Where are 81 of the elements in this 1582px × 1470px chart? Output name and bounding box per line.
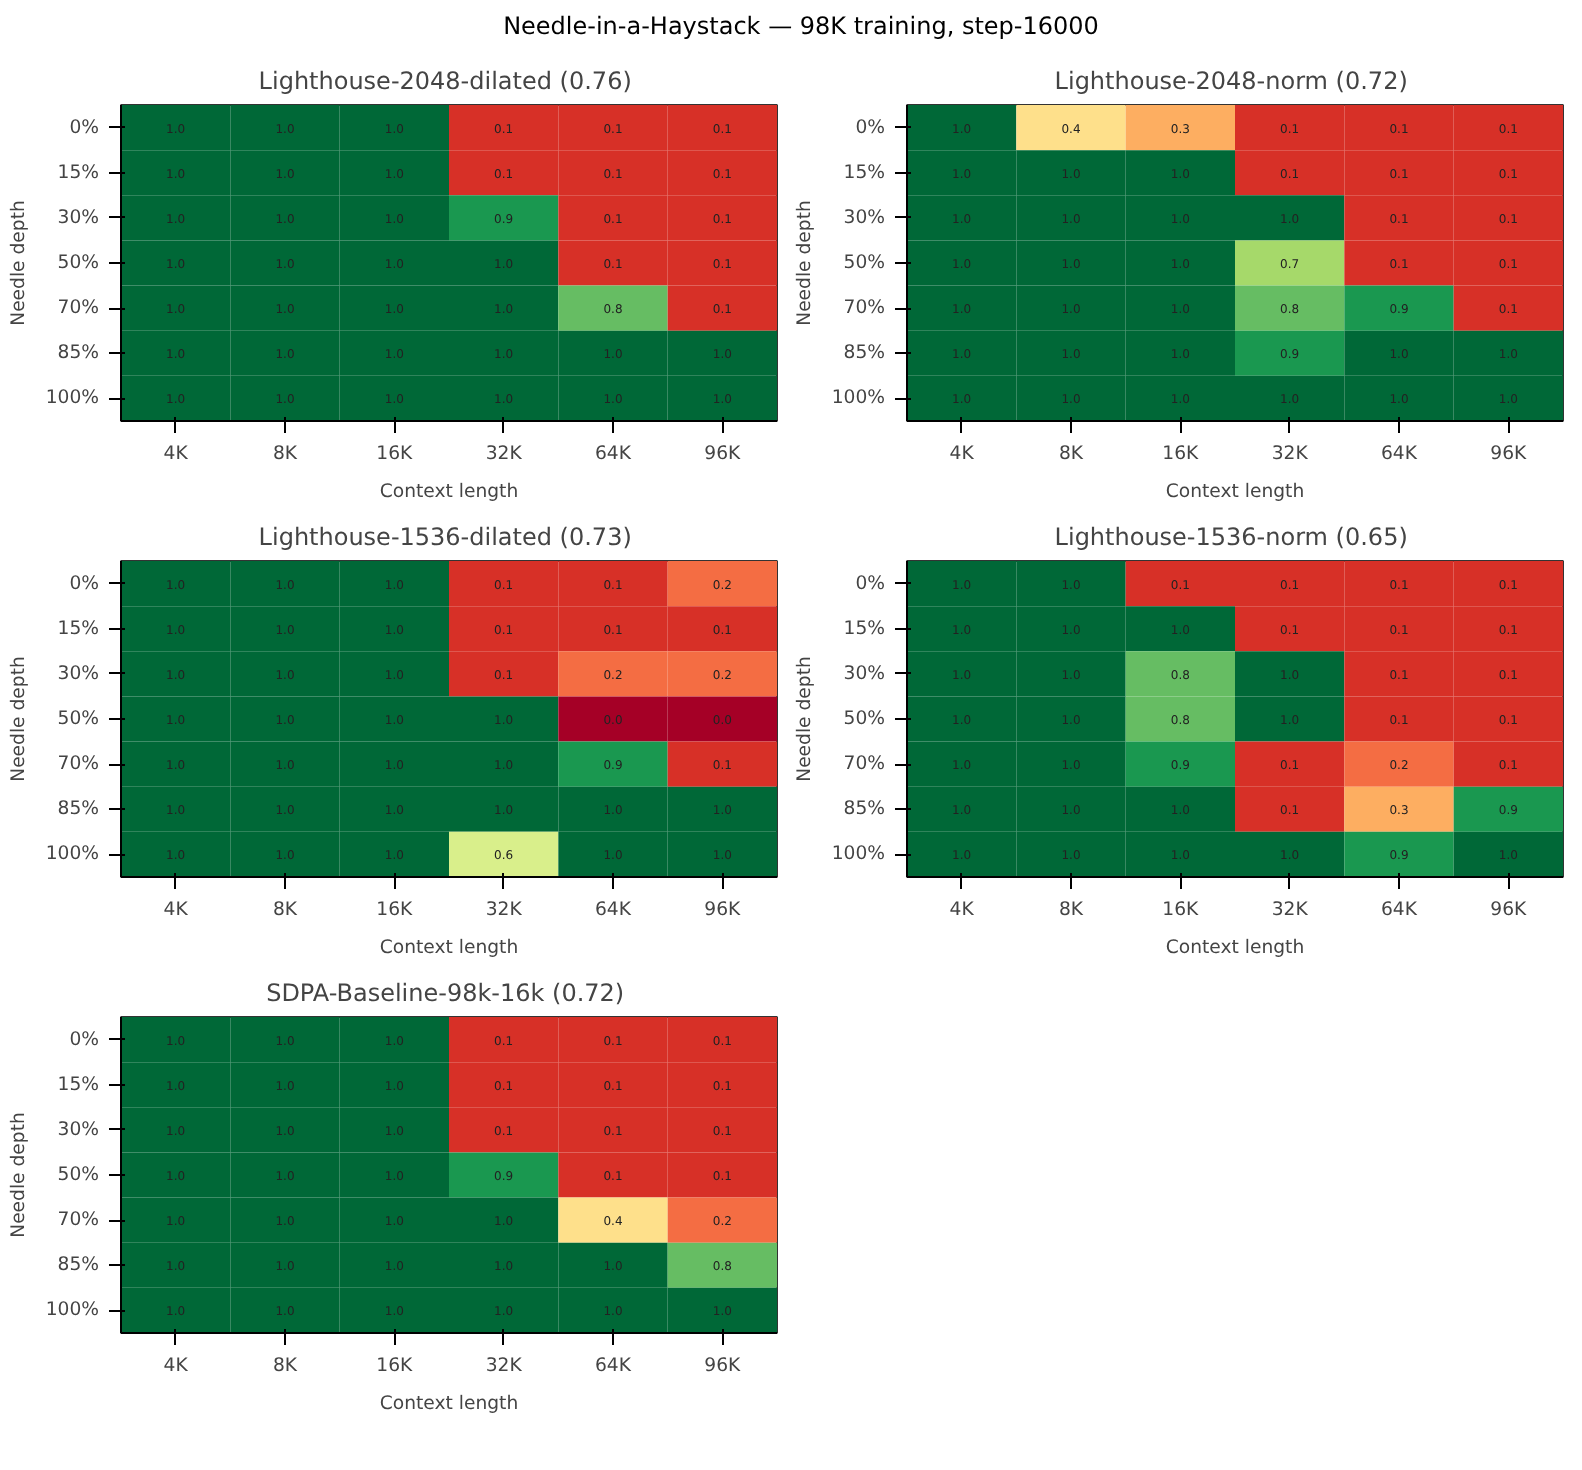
x-tick-label: 32K (485, 899, 524, 921)
y-tick-label: 30% (57, 662, 100, 685)
y-tick-label: 30% (843, 206, 886, 229)
y-tick-label: 15% (57, 161, 100, 184)
x-tick-label: 8K (272, 899, 299, 921)
y-tick-label: 30% (57, 206, 100, 229)
y-tick-label: 70% (57, 297, 100, 320)
y-tick-label: 15% (57, 1073, 100, 1096)
x-tick-label: 64K (1381, 899, 1419, 921)
text: Needle-in-a-Haystack — 98K training, step-16000 (503, 10, 1099, 44)
x-tick-label: 4K (163, 1355, 190, 1377)
x-tick-label: 16K (376, 899, 415, 921)
x-tick-label: 16K (376, 443, 415, 465)
x-tick-label: 8K (1058, 443, 1085, 465)
chart-title: Lighthouse-2048-norm (0.72) (1054, 67, 1408, 95)
y-tick-label: 15% (843, 161, 886, 184)
x-axis-title: Context length (1165, 937, 1305, 959)
y-tick-label: 85% (57, 798, 100, 821)
y-axis-title: Needle depth (793, 200, 816, 326)
y-tick-label: 100% (831, 387, 886, 410)
y-tick-label: 100% (831, 843, 886, 866)
y-tick-label: 85% (57, 1254, 100, 1277)
y-tick-label: 50% (57, 252, 100, 274)
x-tick-label: 96K (704, 1355, 743, 1377)
x-tick-label: 96K (704, 899, 743, 921)
y-tick-label: 85% (57, 342, 100, 365)
y-tick-label: 30% (57, 1118, 100, 1141)
y-tick-label: 70% (843, 297, 886, 320)
y-tick-label: 15% (843, 617, 886, 640)
x-tick-label: 32K (1271, 443, 1310, 465)
x-tick-label: 16K (1162, 443, 1201, 465)
y-tick-label: 70% (843, 753, 886, 776)
chart-title: Lighthouse-1536-norm (0.65) (1054, 523, 1408, 551)
x-tick-label: 4K (163, 443, 190, 465)
y-tick-label: 85% (843, 798, 886, 821)
x-axis-title: Context length (379, 937, 519, 959)
x-tick-label: 32K (485, 443, 524, 465)
x-tick-label: 8K (272, 443, 299, 465)
y-tick-label: 15% (57, 617, 100, 640)
y-tick-label: 85% (843, 342, 886, 365)
chart-title: SDPA-Baseline-98k-16k (0.72) (266, 979, 625, 1007)
y-tick-label: 70% (57, 753, 100, 776)
y-axis-title: Needle depth (7, 656, 30, 782)
y-tick-label: 50% (843, 708, 886, 730)
x-tick-label: 16K (1162, 899, 1201, 921)
y-tick-label: 100% (45, 843, 100, 866)
y-tick-label: 50% (57, 708, 100, 730)
y-tick-label: 0% (855, 116, 886, 139)
y-axis-title: Needle depth (793, 656, 816, 782)
x-tick-label: 8K (1058, 899, 1085, 921)
y-tick-label: 50% (57, 1164, 100, 1186)
y-axis-title: Needle depth (7, 1112, 30, 1238)
y-tick-label: 0% (69, 572, 100, 595)
y-tick-label: 0% (69, 116, 100, 139)
y-tick-label: 30% (843, 662, 886, 685)
x-tick-label: 96K (1490, 899, 1529, 921)
x-tick-label: 4K (163, 899, 190, 921)
x-axis-title: Context length (379, 1393, 519, 1415)
x-tick-label: 32K (485, 1355, 524, 1377)
x-tick-label: 64K (595, 443, 633, 465)
x-tick-label: 32K (1271, 899, 1310, 921)
x-tick-label: 64K (1381, 443, 1419, 465)
x-tick-label: 4K (949, 443, 976, 465)
y-tick-label: 50% (843, 252, 886, 274)
y-axis-title: Needle depth (7, 200, 30, 326)
x-axis-title: Context length (379, 481, 519, 503)
y-tick-label: 100% (45, 387, 100, 410)
x-tick-label: 16K (376, 1355, 415, 1377)
x-tick-label: 96K (704, 443, 743, 465)
x-tick-label: 96K (1490, 443, 1529, 465)
chart-title: Lighthouse-1536-dilated (0.73) (258, 523, 632, 551)
x-tick-label: 64K (595, 899, 633, 921)
y-tick-label: 100% (45, 1299, 100, 1322)
y-tick-label: 0% (855, 572, 886, 595)
x-tick-label: 64K (595, 1355, 633, 1377)
y-tick-label: 70% (57, 1209, 100, 1232)
x-tick-label: 4K (949, 899, 976, 921)
chart-title: Lighthouse-2048-dilated (0.76) (258, 67, 632, 95)
y-tick-label: 0% (69, 1028, 100, 1051)
x-tick-label: 8K (272, 1355, 299, 1377)
x-axis-title: Context length (1165, 481, 1305, 503)
